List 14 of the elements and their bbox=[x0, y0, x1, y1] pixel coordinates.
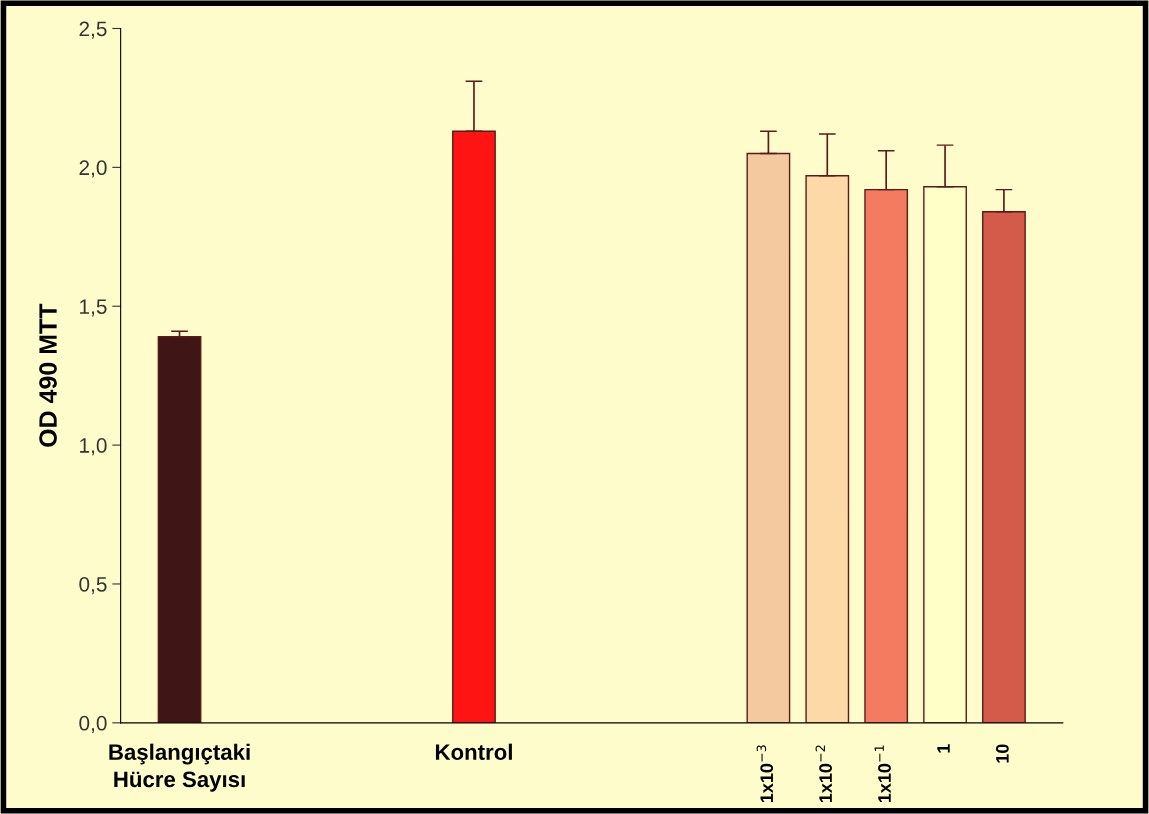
x-tick-label: 1x10$^{−2}$ bbox=[815, 745, 832, 803]
x-tick-label: 1x10$^{−3}$ bbox=[756, 745, 774, 803]
x-tick-label: 1x10$^{−1}$ bbox=[874, 745, 891, 803]
y-axis-title: OD 490 MTT bbox=[39, 303, 57, 447]
x-tick-label: 10 bbox=[996, 744, 1009, 763]
y-tick-label: 0,0 bbox=[79, 715, 107, 734]
y-tick-label: 2,0 bbox=[79, 160, 107, 178]
y-tick-label: 2,5 bbox=[79, 21, 107, 39]
y-tick-label: 1,0 bbox=[80, 438, 107, 456]
y-tick-label: 1,5 bbox=[80, 299, 107, 317]
x-tick-label: Kontrol bbox=[435, 743, 512, 760]
y-tick-label: 0,5 bbox=[79, 576, 107, 595]
x-tick-label: Başlangıçtaki Hücre Sayısı bbox=[109, 743, 250, 792]
x-tick-label: 1 bbox=[937, 744, 950, 753]
